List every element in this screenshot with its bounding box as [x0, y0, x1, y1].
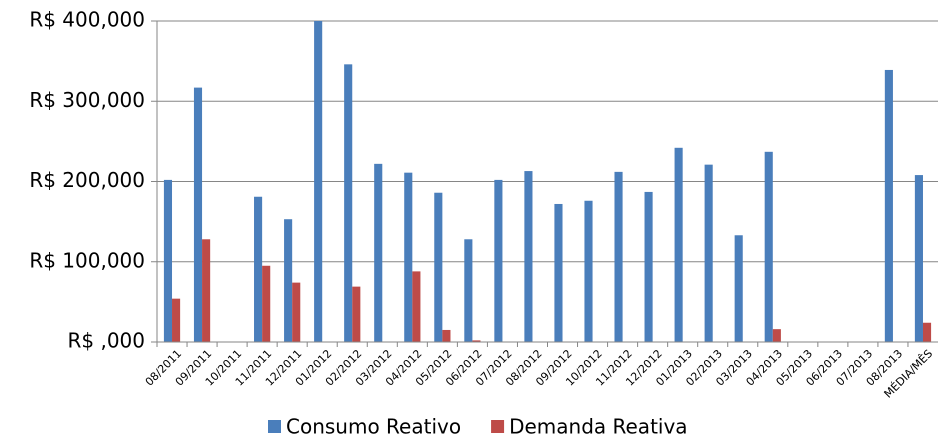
- bar: [404, 172, 413, 342]
- bar: [494, 179, 503, 342]
- y-tick-label: R$ 400,000: [29, 8, 145, 32]
- y-tick-label: R$ ,000: [67, 329, 145, 353]
- bar: [202, 239, 211, 342]
- y-tick-label: R$ 200,000: [29, 168, 145, 192]
- bar: [584, 200, 593, 342]
- legend-swatch: [268, 420, 281, 433]
- bar: [262, 265, 271, 342]
- bar: [442, 329, 451, 342]
- bar: [292, 282, 301, 342]
- bar: [352, 286, 361, 342]
- y-tick-label: R$ 300,000: [29, 88, 145, 112]
- bar: [704, 164, 713, 342]
- bar: [674, 147, 683, 342]
- legend-label: Consumo Reativo: [286, 415, 461, 439]
- bar: [922, 322, 932, 342]
- bar: [193, 87, 203, 342]
- legend-label: Demanda Reativa: [509, 415, 687, 439]
- bar: [163, 179, 173, 342]
- bar: [914, 175, 923, 342]
- bar: [884, 69, 893, 342]
- bar: [764, 151, 773, 342]
- bar: [434, 192, 443, 342]
- bar: [734, 235, 743, 342]
- bar: [412, 271, 421, 342]
- bar: [464, 239, 473, 342]
- bar: [772, 329, 781, 342]
- bar: [644, 191, 653, 342]
- bar: [314, 21, 323, 342]
- bar: [554, 203, 563, 342]
- bar: [254, 196, 263, 342]
- bar: [374, 163, 383, 342]
- y-tick-label: R$ 100,000: [29, 248, 145, 272]
- bar: [284, 219, 293, 342]
- bar: [614, 171, 623, 342]
- bar: [524, 171, 533, 342]
- bar: [472, 340, 481, 342]
- bar: [172, 298, 181, 342]
- legend-swatch: [491, 420, 505, 433]
- bar: [344, 64, 353, 343]
